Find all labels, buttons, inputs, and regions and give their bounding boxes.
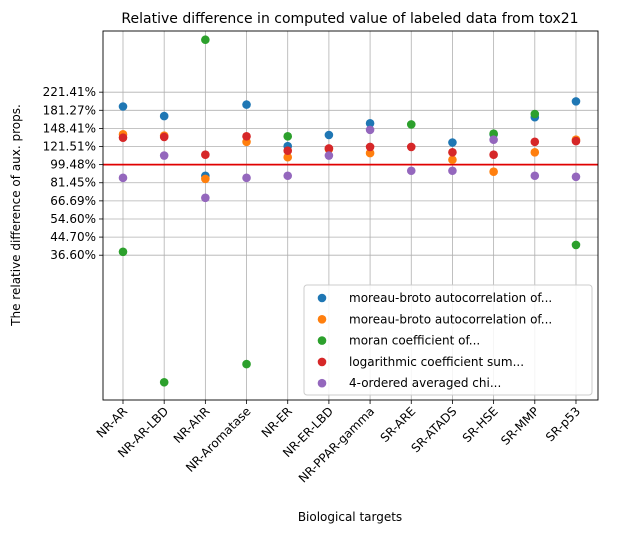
data-point-series-2	[283, 132, 293, 141]
data-point-series-3	[571, 136, 581, 146]
legend-marker	[317, 378, 327, 388]
data-point-series-2	[118, 247, 128, 257]
x-tick-label: NR-ER	[259, 404, 295, 440]
y-tick-label: 121.51%	[43, 140, 96, 154]
x-tick-label: SR-p53	[543, 404, 583, 444]
data-point-series-4	[201, 193, 210, 203]
x-tick-label: NR-PPAR-gamma	[296, 404, 377, 485]
data-point-series-0	[448, 138, 457, 147]
data-point-series-3	[324, 144, 334, 153]
data-point-series-2	[571, 240, 581, 250]
data-point-series-1	[365, 148, 375, 158]
legend-marker	[317, 315, 327, 324]
data-point-series-3	[530, 137, 540, 147]
x-tick-label: SR-MMP	[498, 404, 542, 448]
y-tick-label: 54.60%	[50, 212, 96, 226]
data-point-series-0	[159, 111, 169, 121]
data-point-series-4	[118, 173, 128, 183]
x-tick-label: NR-AR	[94, 404, 130, 440]
data-point-series-3	[406, 142, 416, 152]
data-point-series-1	[283, 152, 293, 162]
data-point-series-4	[530, 171, 540, 181]
y-tick-label: 148.41%	[43, 121, 96, 135]
y-axis-ticks: 221.41% 181.27% 148.41% 121.51% 99.48% 81.45%…	[43, 85, 103, 262]
data-point-series-2	[530, 109, 540, 119]
legend: moreau-broto autocorrelation of... moreau…	[303, 284, 593, 396]
data-point-series-4	[571, 172, 581, 182]
data-point-series-0	[118, 102, 128, 111]
data-point-series-4	[489, 135, 498, 145]
data-point-series-1	[530, 147, 540, 157]
data-points	[118, 35, 581, 387]
x-tick-label: NR-AhR	[171, 404, 213, 446]
data-point-series-3	[365, 142, 375, 152]
data-point-series-1	[448, 155, 457, 165]
y-axis-label: The relative difference of aux. props.	[9, 104, 23, 327]
legend-label: moreau-broto autocorrelation of...	[349, 312, 552, 326]
y-tick-label: 181.27%	[43, 103, 96, 117]
legend-label: logarithmic coefficient sum...	[349, 355, 524, 369]
data-point-series-3	[489, 150, 498, 160]
data-point-series-3	[242, 132, 251, 141]
data-point-series-3	[118, 133, 128, 142]
legend-marker	[317, 293, 327, 303]
legend-label: 4-ordered averaged chi...	[349, 376, 501, 390]
data-point-series-3	[448, 147, 457, 157]
y-tick-label: 66.69%	[50, 194, 96, 208]
y-tick-label: 36.60%	[50, 248, 96, 262]
data-point-series-3	[283, 146, 293, 156]
data-point-series-4	[365, 125, 375, 135]
data-point-series-4	[448, 166, 457, 176]
data-point-series-4	[324, 151, 334, 160]
data-point-series-3	[159, 132, 169, 142]
data-point-series-2	[159, 377, 169, 387]
data-point-series-4	[159, 151, 169, 160]
data-point-series-2	[489, 129, 498, 138]
data-point-series-0	[365, 119, 375, 128]
data-point-series-2	[242, 359, 251, 369]
y-tick-label: 44.70%	[50, 230, 96, 244]
data-point-series-0	[242, 100, 251, 109]
x-tick-label: SR-ARE	[378, 404, 419, 445]
legend-label: moreau-broto autocorrelation of...	[349, 291, 552, 305]
chart-title: Relative difference in computed value of…	[121, 11, 578, 27]
legend-label: moran coefficient of...	[349, 334, 480, 348]
x-axis-label: Biological targets	[298, 510, 402, 524]
x-tick-label: SR-HSE	[460, 404, 501, 445]
data-point-series-1	[489, 167, 498, 177]
data-point-series-1	[201, 174, 210, 184]
data-point-series-4	[283, 171, 293, 181]
legend-marker	[317, 336, 327, 345]
y-tick-label: 81.45%	[50, 176, 96, 190]
data-point-series-2	[406, 120, 416, 129]
data-point-series-3	[201, 150, 210, 160]
legend-box	[303, 284, 593, 396]
data-point-series-2	[201, 35, 210, 45]
data-point-series-4	[406, 166, 416, 176]
plot-frame	[102, 30, 599, 401]
data-point-series-0	[571, 97, 581, 106]
y-tick-label: 99.48%	[50, 158, 96, 172]
data-point-series-4	[242, 173, 251, 183]
y-tick-label: 221.41%	[43, 85, 96, 99]
legend-marker	[317, 357, 327, 367]
data-point-series-0	[324, 130, 334, 140]
